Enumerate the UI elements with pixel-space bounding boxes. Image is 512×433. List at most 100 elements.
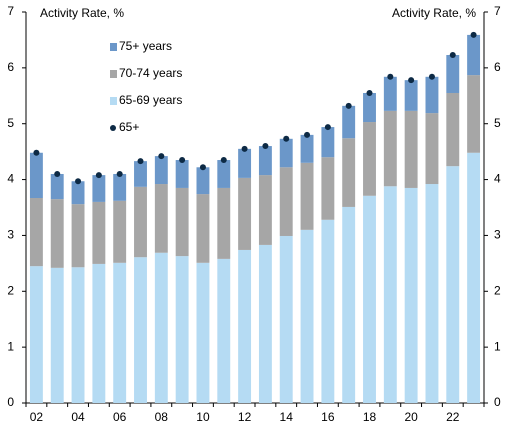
bar-segment bbox=[217, 258, 231, 403]
legend-label: 65-69 years bbox=[119, 93, 182, 107]
bar-segment bbox=[446, 55, 460, 93]
bar-segment bbox=[154, 156, 168, 185]
bar-segment bbox=[425, 184, 439, 403]
total-marker bbox=[95, 172, 102, 179]
y2-tick-label: 4 bbox=[494, 172, 501, 186]
bar-segment bbox=[50, 267, 64, 403]
bar-segment bbox=[467, 75, 481, 153]
bar-segment bbox=[50, 199, 64, 268]
x-tick-label: 02 bbox=[30, 410, 44, 424]
bar-segment bbox=[196, 167, 210, 195]
bar-segment bbox=[71, 267, 85, 403]
y-tick-label: 3 bbox=[7, 228, 14, 242]
bar-segment bbox=[383, 110, 397, 187]
bar-segment bbox=[363, 92, 376, 123]
total-marker bbox=[137, 158, 144, 165]
x-tick-label: 06 bbox=[113, 410, 127, 424]
legend-swatch bbox=[110, 43, 117, 51]
bar-segment bbox=[175, 256, 189, 403]
bar-segment bbox=[134, 257, 147, 403]
bar-segment bbox=[154, 252, 168, 403]
total-marker bbox=[345, 102, 352, 109]
total-marker bbox=[408, 77, 415, 84]
bar-segment bbox=[134, 161, 147, 187]
bar-segment bbox=[175, 187, 189, 257]
x-tick-label: 22 bbox=[446, 410, 460, 424]
bar-segment bbox=[363, 122, 376, 196]
bar-segment bbox=[238, 177, 252, 250]
x-tick-label: 18 bbox=[363, 410, 377, 424]
bar-segment bbox=[29, 266, 43, 403]
bar-segment bbox=[321, 157, 335, 220]
y-tick-label: 4 bbox=[7, 172, 14, 186]
total-marker bbox=[179, 157, 186, 164]
total-marker bbox=[262, 143, 269, 150]
total-marker bbox=[387, 73, 394, 80]
bar-segment bbox=[92, 175, 106, 202]
y-tick-label: 5 bbox=[7, 116, 14, 130]
x-tick-label: 16 bbox=[321, 410, 335, 424]
total-marker bbox=[366, 89, 373, 96]
bar-segment bbox=[446, 92, 460, 167]
bar-segment bbox=[113, 173, 127, 201]
legend-label: 70-74 years bbox=[119, 66, 182, 80]
bar-segment bbox=[342, 105, 356, 139]
bar-segment bbox=[258, 146, 272, 176]
y-tick-label: 6 bbox=[7, 60, 14, 74]
bar-segment bbox=[467, 34, 481, 76]
legend-swatch bbox=[110, 97, 117, 105]
total-marker bbox=[304, 131, 311, 138]
total-marker bbox=[33, 149, 40, 156]
legend-label: 65+ bbox=[119, 120, 139, 134]
total-marker bbox=[470, 31, 477, 38]
bar-segment bbox=[50, 173, 64, 200]
total-marker bbox=[283, 135, 290, 142]
y2-tick-label: 6 bbox=[494, 60, 501, 74]
bar-segment bbox=[425, 76, 439, 114]
y-tick-label: 7 bbox=[7, 4, 14, 18]
bar-segment bbox=[238, 148, 252, 178]
x-tick-label: 08 bbox=[155, 410, 169, 424]
bar-segment bbox=[404, 80, 418, 111]
bar-segment bbox=[279, 235, 293, 403]
bar-segment bbox=[342, 206, 356, 403]
bar-segment bbox=[92, 201, 106, 264]
bar-segment bbox=[300, 134, 314, 163]
bar-segment bbox=[404, 110, 418, 188]
bar-segment bbox=[113, 200, 127, 263]
bar-segment bbox=[29, 152, 43, 199]
bar-segment bbox=[134, 186, 147, 258]
bar-segment bbox=[29, 198, 43, 267]
y-tick-label: 1 bbox=[7, 339, 14, 353]
total-marker bbox=[199, 164, 206, 171]
x-tick-label: 10 bbox=[196, 410, 210, 424]
bar-segment bbox=[279, 167, 293, 236]
bar-segment bbox=[383, 76, 397, 111]
bar-segment bbox=[321, 127, 335, 158]
bar-segment bbox=[425, 113, 439, 185]
bar-segment bbox=[383, 186, 397, 403]
bar-segment bbox=[175, 160, 189, 188]
legend-label: 75+ years bbox=[119, 39, 172, 53]
bar-segment bbox=[279, 138, 293, 168]
total-marker bbox=[75, 178, 82, 185]
total-marker bbox=[158, 153, 165, 160]
total-marker bbox=[428, 73, 435, 80]
total-marker bbox=[54, 170, 61, 177]
bar-segment bbox=[71, 204, 85, 268]
legend-swatch bbox=[110, 70, 117, 78]
bar-segment bbox=[321, 219, 335, 403]
total-marker bbox=[324, 124, 331, 131]
y2-tick-label: 3 bbox=[494, 228, 501, 242]
y2-tick-label: 5 bbox=[494, 116, 501, 130]
y2-tick-label: 7 bbox=[494, 4, 501, 18]
total-marker bbox=[449, 52, 456, 59]
y-tick-label: 0 bbox=[7, 395, 14, 409]
bar-segment bbox=[258, 175, 272, 245]
y-tick-label: 2 bbox=[7, 283, 14, 297]
bar-segment bbox=[467, 152, 481, 403]
total-marker bbox=[220, 157, 227, 164]
bar-segment bbox=[154, 184, 168, 253]
total-marker bbox=[116, 170, 123, 177]
